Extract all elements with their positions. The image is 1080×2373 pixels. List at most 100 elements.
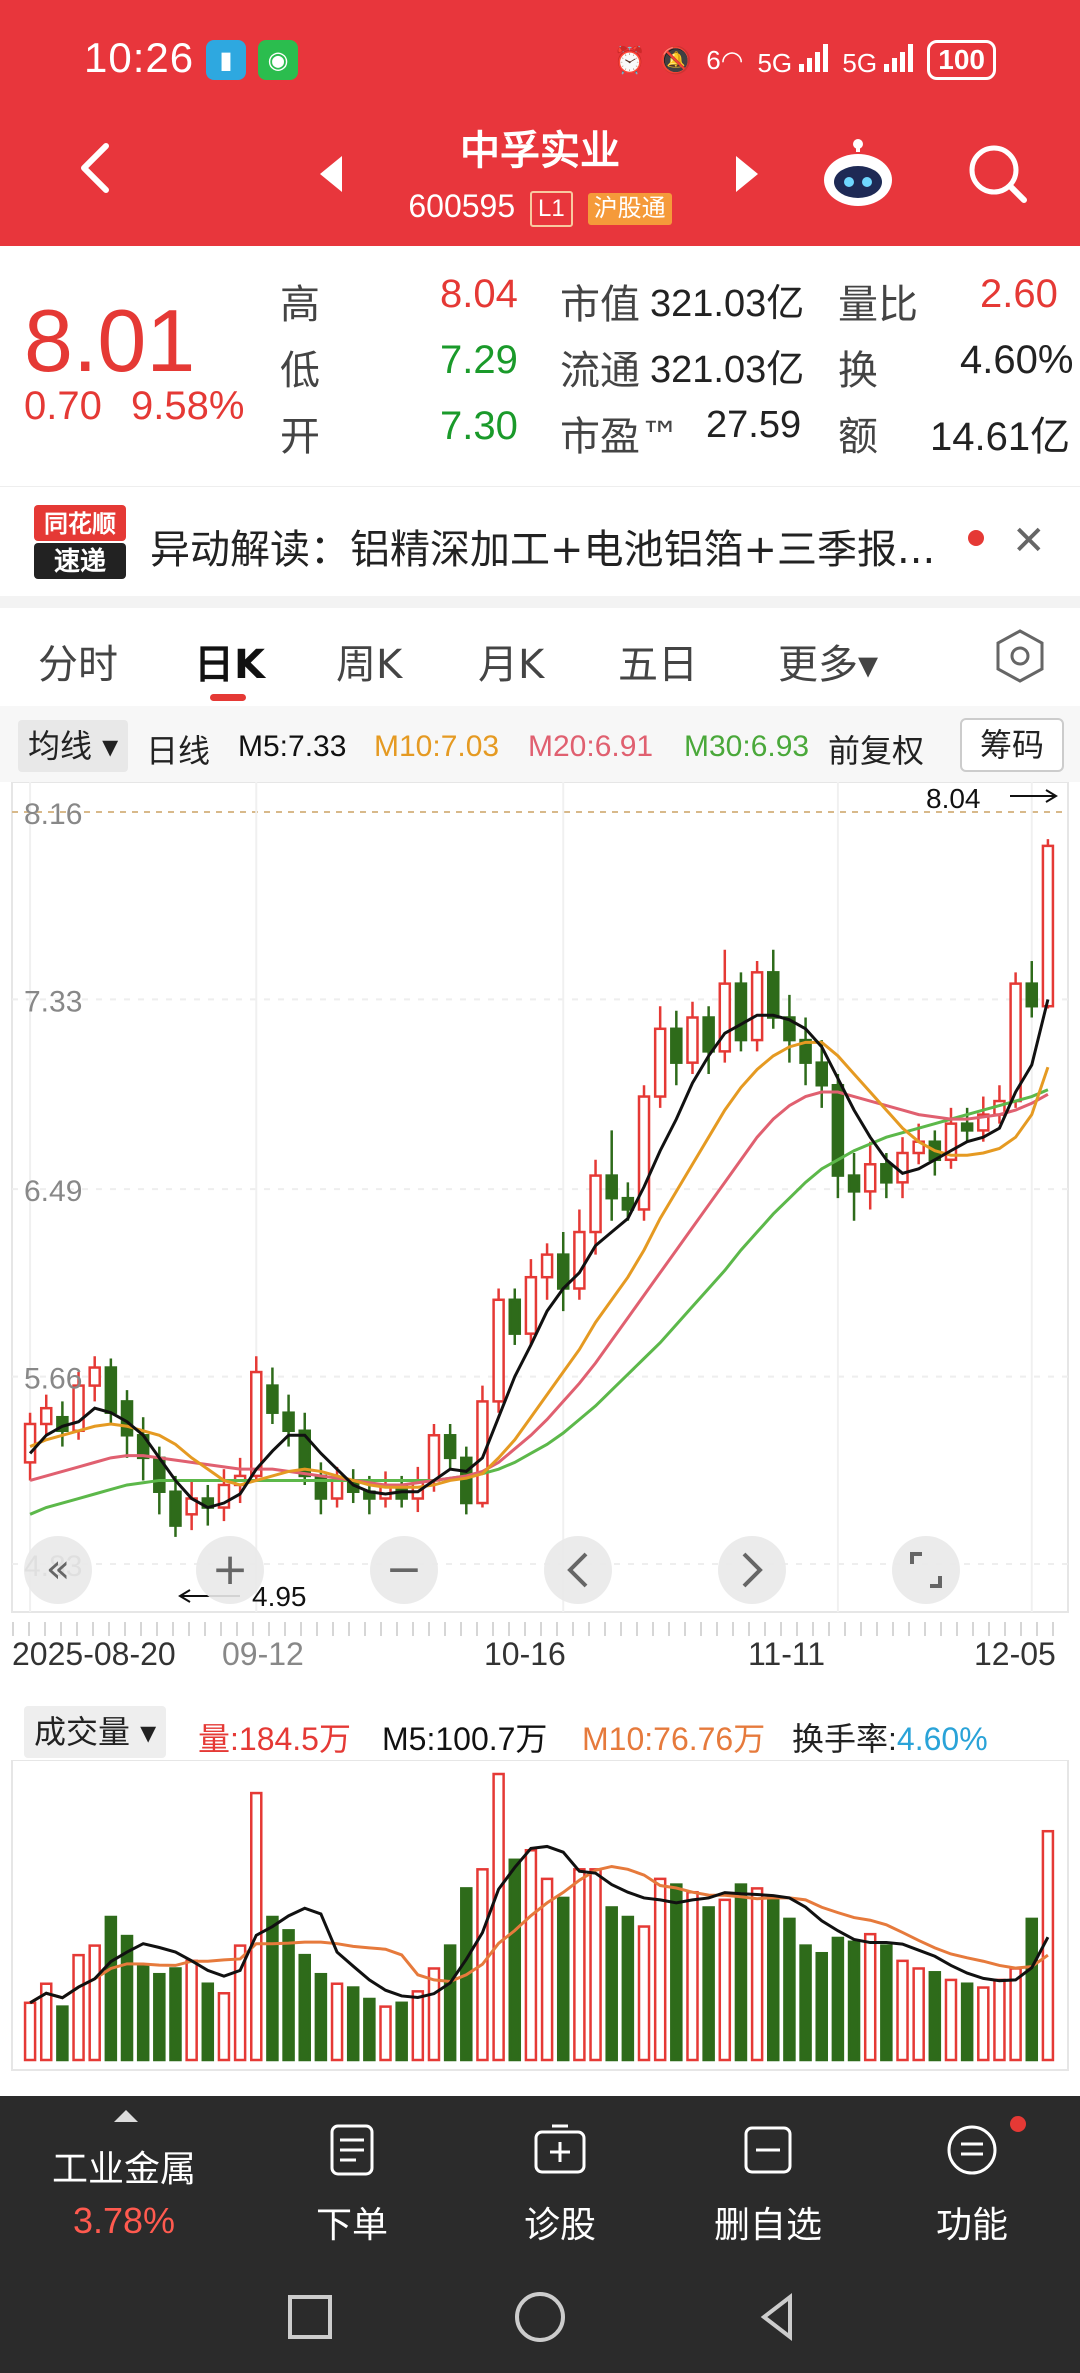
volume-bar	[153, 1972, 166, 2062]
volume-legend-bar: 成交量 ▾ 量:184.5万 M5:100.7万 M10:76.76万 换手率:…	[0, 1700, 1080, 1760]
tab-daily-k[interactable]: 日K	[194, 642, 265, 688]
news-headline[interactable]: 异动解读：铝精深加工+电池铝箔+三季报...	[150, 527, 936, 573]
sector-button[interactable]: 工业金属 3.78%	[16, 2096, 232, 2271]
quote-panel	[0, 246, 1080, 478]
volume-bar	[524, 1849, 538, 2062]
candle	[637, 1085, 651, 1221]
next-stock-icon[interactable]	[736, 156, 758, 192]
candle-body	[23, 1422, 37, 1464]
order-label: 下单	[315, 2205, 388, 2246]
volume-bar	[56, 2005, 69, 2062]
ma-selector[interactable]: 均线 ▾	[18, 720, 129, 772]
candle	[282, 1394, 295, 1447]
system-nav-bar	[0, 2271, 1080, 2373]
candle-body	[783, 1016, 796, 1042]
app-header: 10:26 ▮ ◉ ⏰ 🔕 6◠ 5G 5G 100 中孚实业 600595 L…	[0, 0, 1080, 246]
adjust-mode[interactable]: 前复权	[828, 733, 925, 769]
tab-five-day[interactable]: 五日	[618, 642, 698, 688]
volume-chart[interactable]	[0, 1760, 1080, 2072]
volume-bar	[23, 2001, 37, 2062]
wechat-icon: ◉	[258, 40, 298, 80]
function-label: 功能	[935, 2205, 1008, 2246]
volume-bar	[427, 1967, 441, 2062]
x-tick-label: 09-12	[222, 1636, 304, 1672]
divider	[0, 596, 1080, 608]
candle-body	[621, 1196, 635, 1211]
high-value: 8.04	[440, 272, 518, 316]
candle-body	[847, 1174, 861, 1193]
candlestick-chart[interactable]: 8.167.336.495.664.838.044.95 « + −	[0, 782, 1080, 1622]
candle	[39, 1394, 53, 1436]
fullscreen-button[interactable]	[892, 1536, 960, 1604]
candle-body	[960, 1122, 974, 1132]
candle-body	[750, 971, 764, 1042]
volume-value: 量:184.5万	[198, 1721, 351, 1757]
volume-bar	[718, 1898, 732, 2062]
chips-button[interactable]: 筹码	[960, 718, 1064, 772]
volume-m10: M10:76.76万	[582, 1721, 766, 1757]
volume-bar	[72, 1953, 85, 2062]
candle	[863, 1141, 877, 1210]
ma-legend-bar: 均线 ▾ 日线 M5:7.33 M10:7.03 M20:6.91 M30:6.…	[0, 706, 1080, 782]
volume-bar	[540, 1877, 554, 2062]
x-tick-label: 11-11	[748, 1636, 826, 1672]
step-right-button[interactable]	[718, 1536, 786, 1604]
stock-code-line: 600595 L1 沪股通	[0, 188, 1080, 227]
caret-up-icon	[114, 2110, 138, 2122]
back-icon[interactable]	[70, 140, 126, 196]
tab-monthly-k[interactable]: 月K	[478, 642, 545, 688]
scroll-left-button[interactable]	[24, 1536, 92, 1604]
tab-intraday[interactable]: 分时	[38, 642, 118, 688]
back-nav-icon[interactable]	[760, 2292, 792, 2342]
volume-ratio-label: 量比	[838, 282, 918, 328]
zoom-out-button[interactable]	[370, 1536, 438, 1604]
news-banner[interactable]: 同花顺 速递 异动解读：铝精深加工+电池铝箔+三季报...	[0, 486, 1080, 596]
volume-bar	[783, 1917, 796, 2062]
status-time: 10:26	[84, 34, 195, 81]
home-icon[interactable]	[515, 2292, 565, 2342]
remove-watchlist-button[interactable]: 删自选	[660, 2096, 876, 2271]
volume-bar	[928, 1971, 942, 2062]
volume-bar	[104, 1915, 118, 2062]
indicator-selector[interactable]: 成交量 ▾	[24, 1706, 167, 1758]
volume-bar	[1025, 1917, 1039, 2062]
step-left-button[interactable]	[544, 1536, 612, 1604]
candle-body	[443, 1434, 457, 1460]
x-axis: 2025-08-20 09-12 10-16 11-11 12-05	[0, 1622, 1080, 1700]
close-icon[interactable]: ✕	[1012, 518, 1046, 564]
pe-value: 27.59	[706, 404, 802, 446]
x-tick-label: 2025-08-20	[12, 1636, 176, 1672]
robot-assistant-icon[interactable]	[820, 138, 896, 208]
tab-more[interactable]: 更多▾	[778, 642, 879, 688]
candle-body	[831, 1083, 845, 1177]
candle-body	[702, 1016, 715, 1053]
candle	[686, 1001, 699, 1074]
candle-body	[460, 1456, 473, 1505]
volume-bar	[395, 2001, 408, 2062]
volume-bar	[363, 1997, 376, 2062]
order-button[interactable]: 下单	[244, 2096, 460, 2271]
volume-bar	[637, 1925, 651, 2062]
candle	[492, 1288, 505, 1413]
volume-bar	[556, 1896, 570, 2062]
tab-weekly-k[interactable]: 周K	[336, 642, 403, 688]
settings-icon[interactable]	[992, 628, 1048, 684]
recent-apps-icon[interactable]	[288, 2295, 332, 2339]
float-label: 流通	[560, 348, 640, 394]
function-button[interactable]: 功能	[864, 2096, 1080, 2271]
volume-bar	[831, 1936, 845, 2062]
prev-stock-icon[interactable]	[320, 156, 342, 192]
diagnose-label: 诊股	[523, 2205, 596, 2246]
volume-bar	[1009, 1967, 1022, 2062]
level-tag: L1	[530, 190, 573, 227]
candle-body	[282, 1411, 295, 1433]
search-icon[interactable]	[964, 140, 1030, 206]
pe-label: 市盈™	[560, 414, 680, 460]
diagnose-button[interactable]: 诊股	[452, 2096, 668, 2271]
turnover-label: 换	[838, 348, 878, 394]
volume-bar	[734, 1883, 748, 2062]
diagnose-icon	[534, 2124, 586, 2174]
candle-body	[573, 1230, 586, 1290]
candle	[266, 1367, 279, 1424]
zoom-in-button[interactable]	[196, 1536, 264, 1604]
